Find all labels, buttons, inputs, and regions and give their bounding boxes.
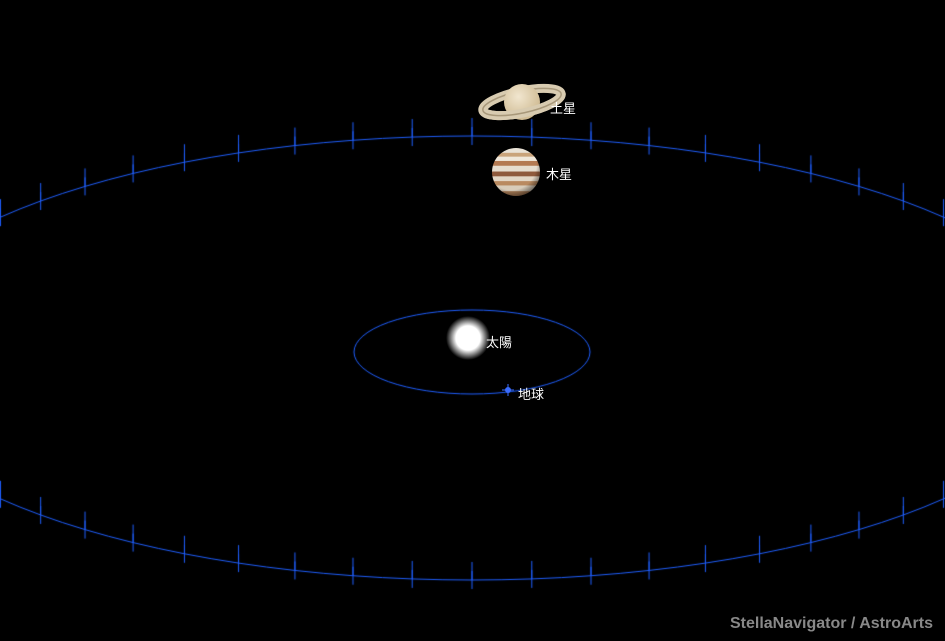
sun-icon (438, 308, 498, 368)
saturn-icon (467, 72, 577, 132)
jupiter-icon (481, 137, 551, 207)
earth-icon (498, 380, 518, 400)
